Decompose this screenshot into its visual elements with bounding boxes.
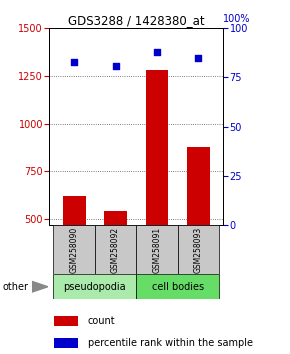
Point xyxy=(113,63,118,68)
Polygon shape xyxy=(32,281,48,292)
Bar xyxy=(136,274,219,299)
Text: count: count xyxy=(88,316,115,326)
Text: cell bodies: cell bodies xyxy=(152,282,204,292)
Bar xyxy=(104,211,127,225)
Text: pseudopodia: pseudopodia xyxy=(64,282,126,292)
Bar xyxy=(54,338,78,348)
Bar xyxy=(53,225,95,274)
Point xyxy=(72,59,77,64)
Text: 100%: 100% xyxy=(223,15,251,24)
Bar xyxy=(53,274,136,299)
Text: GSM258092: GSM258092 xyxy=(111,227,120,273)
Bar xyxy=(95,225,136,274)
Bar xyxy=(136,225,178,274)
Bar xyxy=(178,225,219,274)
Bar xyxy=(54,316,78,326)
Title: GDS3288 / 1428380_at: GDS3288 / 1428380_at xyxy=(68,14,205,27)
Text: GSM258091: GSM258091 xyxy=(153,227,162,273)
Bar xyxy=(187,147,210,225)
Bar xyxy=(63,196,86,225)
Text: GSM258090: GSM258090 xyxy=(70,227,79,273)
Text: percentile rank within the sample: percentile rank within the sample xyxy=(88,338,253,348)
Bar xyxy=(146,70,168,225)
Text: GSM258093: GSM258093 xyxy=(194,227,203,273)
Text: other: other xyxy=(3,282,29,292)
Point xyxy=(155,49,159,55)
Point xyxy=(196,55,201,61)
